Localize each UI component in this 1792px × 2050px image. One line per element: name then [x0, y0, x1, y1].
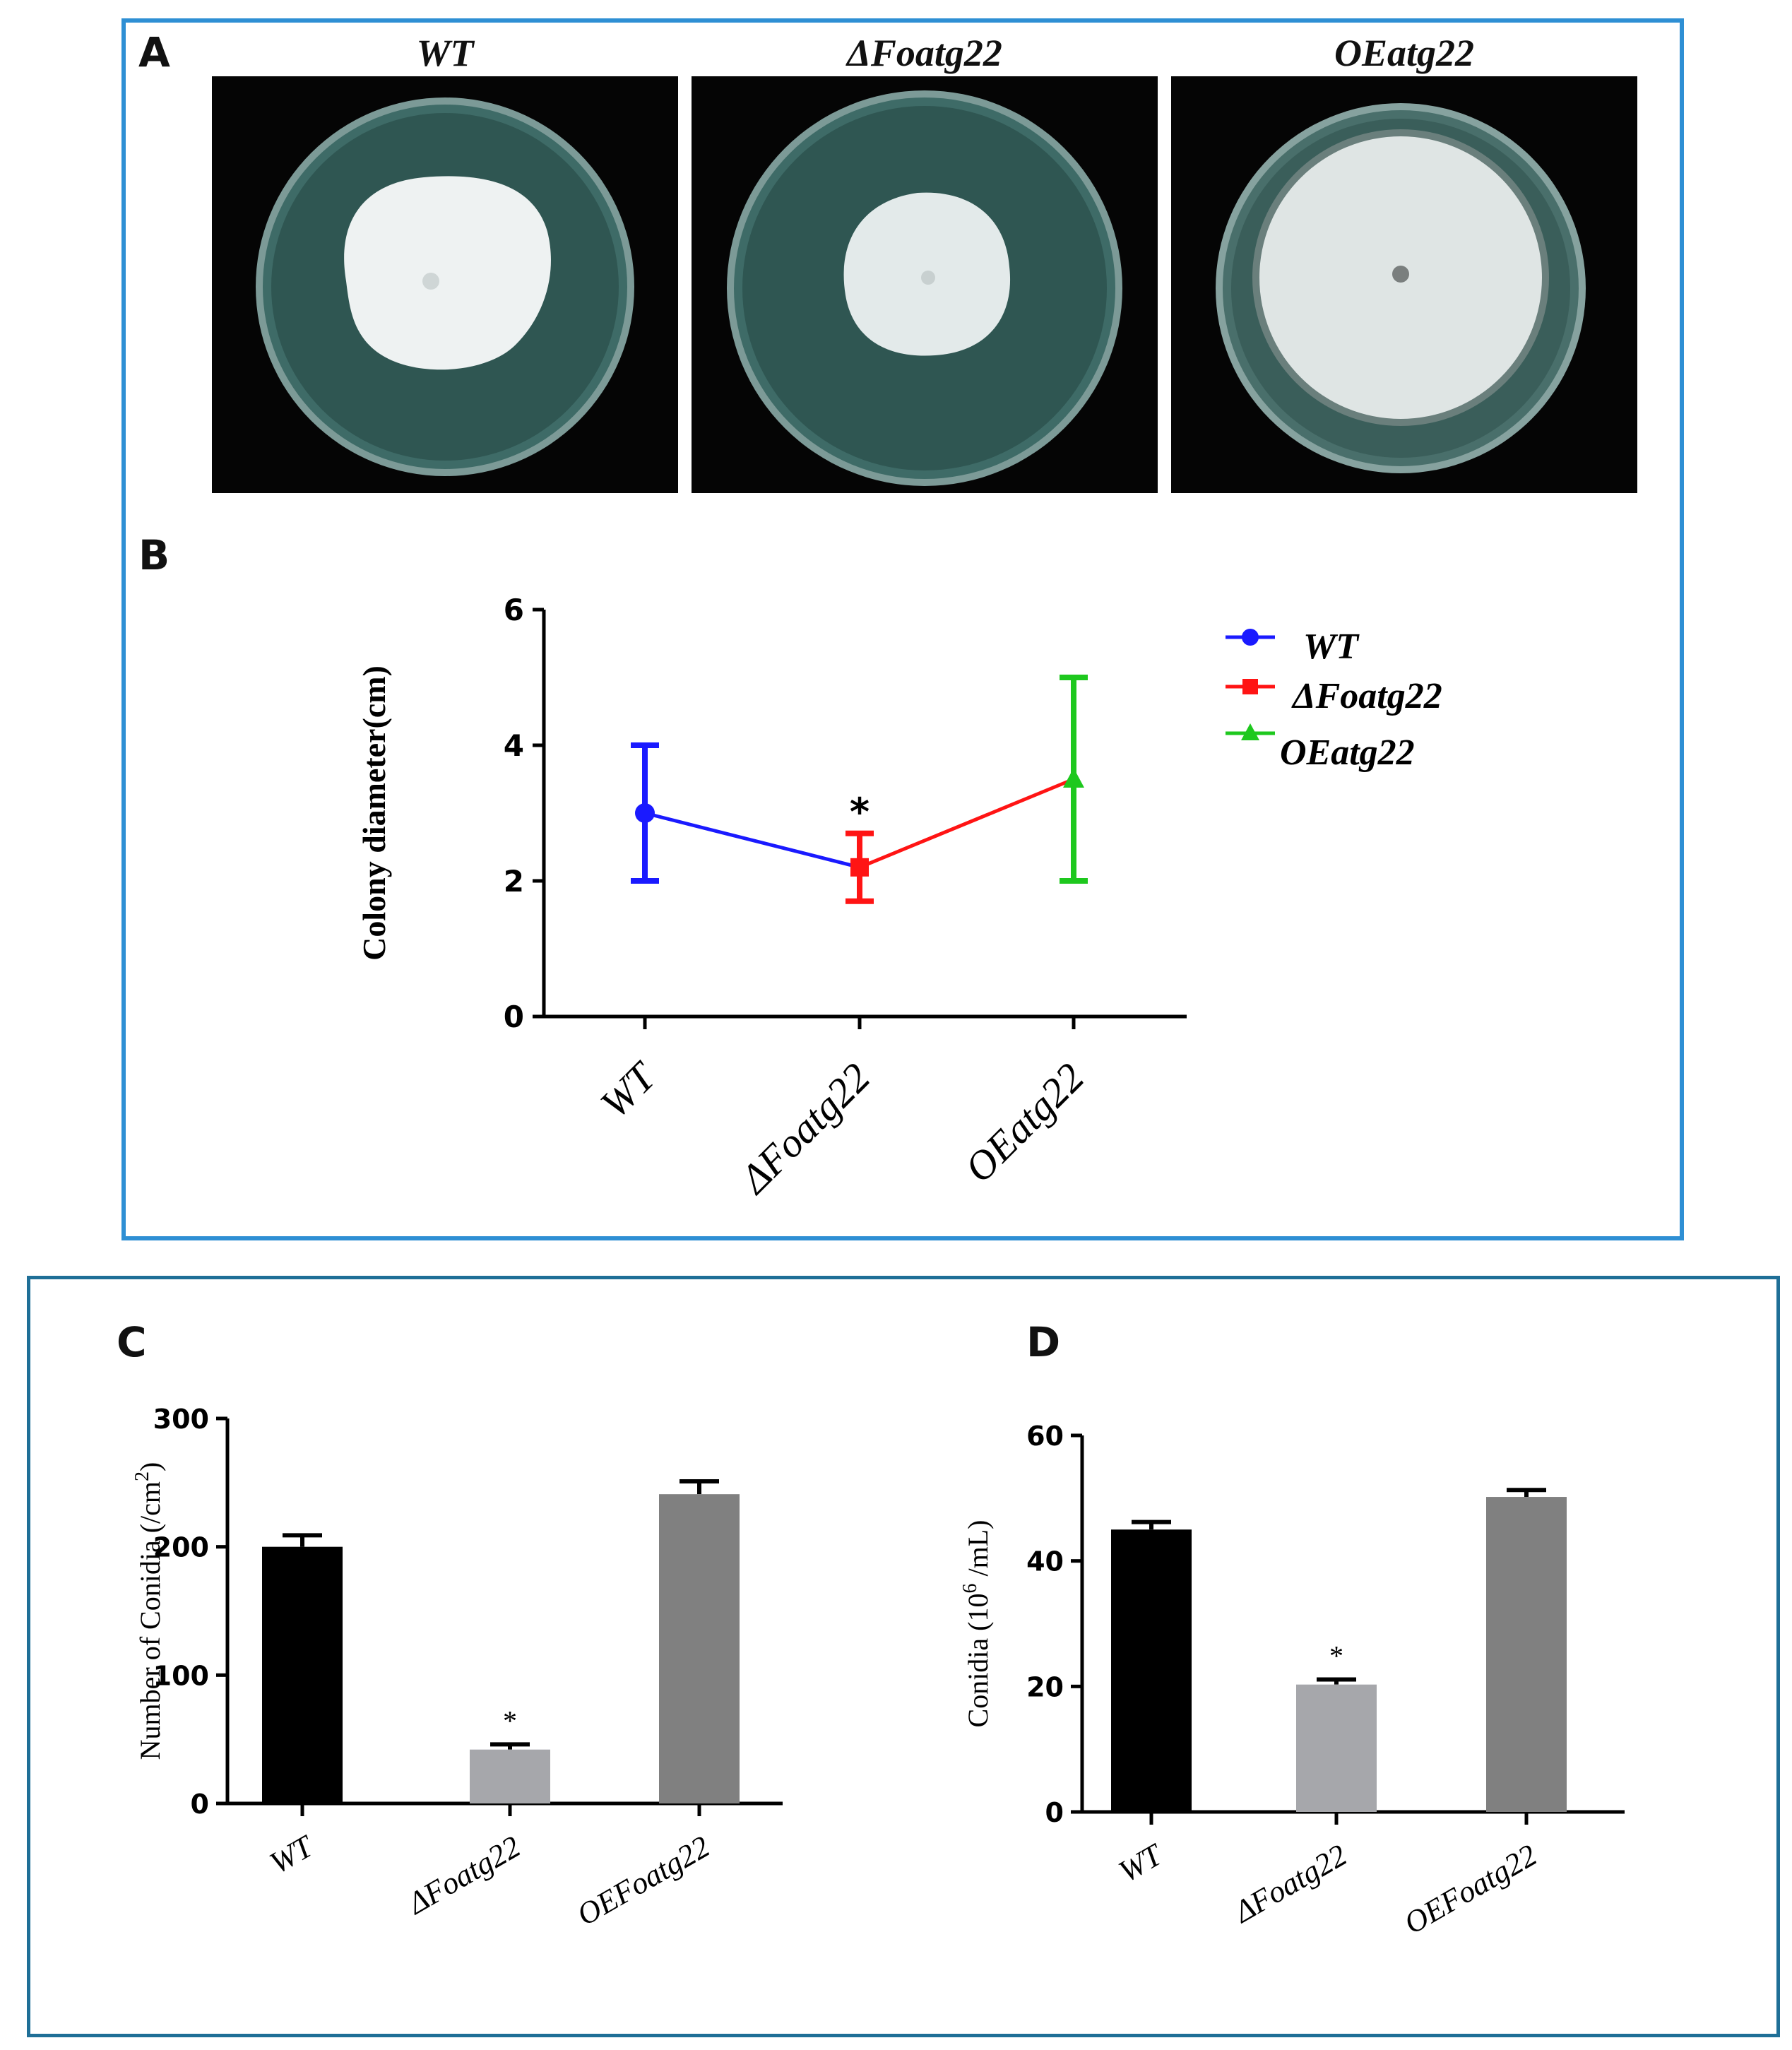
panel-d-letter: D [1026, 1318, 1061, 1366]
d-y-tick-label: 60 [1026, 1421, 1064, 1452]
panel-a-letter: A [138, 28, 170, 76]
c-y-axis-label: Number of Conidia (/cm2) [131, 1462, 166, 1760]
panel-ab-frame [121, 18, 1684, 1240]
plate-title-foatg22: ΔFoatg22 [847, 32, 1002, 74]
b-legend-marker [1242, 629, 1259, 646]
plate-title-oeatg22: OEatg22 [1334, 32, 1475, 74]
b-legend-label: WT [1303, 627, 1360, 667]
d-y-tick-label: 20 [1026, 1671, 1064, 1702]
b-y-tick-label: 4 [504, 728, 524, 763]
panel-cd-frame [27, 1276, 1780, 2037]
plate-photo-oeatg22 [1171, 76, 1637, 493]
c-y-tick-label: 300 [153, 1404, 209, 1435]
b-legend-marker [1241, 723, 1259, 740]
d-bar [1486, 1497, 1567, 1812]
b-legend-label: OEatg22 [1280, 733, 1415, 773]
b-legend-marker [1242, 679, 1258, 694]
c-bar [659, 1494, 740, 1803]
d-y-tick-label: 40 [1026, 1546, 1064, 1577]
b-y-axis-label: Colony diameter(cm) [356, 665, 392, 961]
petri-dish-foatg22 [727, 90, 1122, 486]
c-significance-marker: * [503, 1705, 517, 1736]
d-significance-marker: * [1329, 1640, 1343, 1672]
petri-dish-oeatg22 [1216, 103, 1586, 473]
b-point-marker [635, 803, 655, 823]
d-y-axis-label: Conidia (106 /mL) [959, 1520, 994, 1728]
d-y-tick-label: 0 [1045, 1797, 1064, 1828]
d-x-tick-label: OEFoatg22 [1399, 1837, 1543, 1941]
plate-photo-foatg22 [692, 76, 1158, 493]
d-x-tick-label: ΔFoatg22 [1227, 1837, 1353, 1930]
b-y-tick-label: 6 [504, 593, 524, 627]
plate-title-wt: WT [416, 32, 474, 74]
d-x-tick-label: WT [1113, 1836, 1170, 1889]
b-significance-marker: * [850, 790, 870, 834]
d-bar [1111, 1529, 1192, 1812]
panel-c-letter: C [117, 1318, 147, 1366]
b-point-marker [850, 858, 869, 877]
petri-dish-wt [256, 97, 634, 476]
d-bar [1296, 1684, 1377, 1812]
panel-b-letter: B [138, 531, 170, 579]
plate-photo-wt [212, 76, 678, 493]
c-bar [470, 1749, 550, 1803]
b-series-line-wt [644, 811, 860, 870]
b-y-tick-label: 0 [504, 1000, 524, 1034]
b-y-tick-label: 2 [504, 864, 524, 899]
c-y-tick-label: 200 [153, 1532, 209, 1563]
c-y-tick-label: 100 [153, 1660, 209, 1691]
b-point-marker [1063, 768, 1084, 788]
c-bar [262, 1546, 343, 1803]
b-series-line-foatg22 [859, 777, 1074, 870]
c-y-tick-label: 0 [191, 1789, 209, 1820]
b-legend-label: ΔFoatg22 [1291, 676, 1442, 716]
